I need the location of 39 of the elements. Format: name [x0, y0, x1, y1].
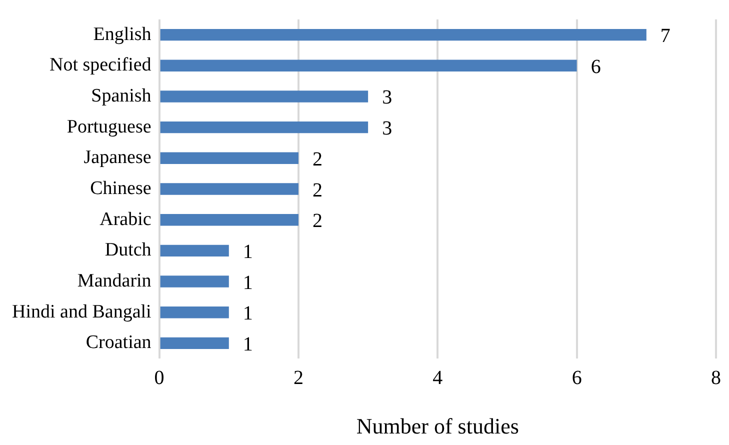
data-label: 2 [312, 148, 322, 170]
data-label: 3 [382, 86, 392, 109]
data-label: 2 [312, 179, 322, 202]
x-tick-label: 2 [293, 366, 304, 389]
y-tick-label: Portuguese [66, 116, 152, 138]
bar [160, 28, 646, 41]
data-label: 1 [242, 240, 253, 263]
data-label: 2 [312, 210, 322, 232]
data-label: 3 [382, 118, 392, 140]
y-tick-label: Not specified [49, 54, 152, 76]
bar [160, 152, 298, 164]
x-tick-label: 0 [154, 366, 164, 389]
y-tick-label: Croatian [86, 332, 152, 354]
x-axis-title: Number of studies [356, 414, 519, 439]
bar [160, 276, 229, 288]
bar [160, 214, 298, 226]
bar [160, 183, 298, 195]
bar [160, 244, 229, 257]
data-label: 1 [242, 302, 253, 325]
data-label: 1 [242, 272, 253, 294]
data-label: 1 [242, 333, 253, 356]
bar [160, 90, 368, 102]
bar [160, 121, 368, 134]
x-tick-label: 4 [432, 366, 443, 389]
y-tick-label: Arabic [100, 208, 152, 230]
y-tick-label: Dutch [104, 240, 152, 261]
y-tick-label: Japanese [84, 147, 152, 168]
x-tick-label: 6 [572, 366, 582, 389]
y-tick-label: Hindi and Bangali [12, 301, 152, 322]
y-tick-label: English [93, 24, 152, 45]
y-tick-label: Chinese [90, 178, 152, 199]
data-label: 6 [590, 56, 601, 78]
bar [160, 60, 577, 72]
bar [160, 306, 229, 318]
y-tick-label: Spanish [91, 85, 152, 106]
data-label: 7 [660, 25, 670, 48]
y-tick-label: Mandarin [77, 270, 152, 292]
bar [160, 337, 229, 350]
x-tick-label: 8 [711, 366, 721, 389]
